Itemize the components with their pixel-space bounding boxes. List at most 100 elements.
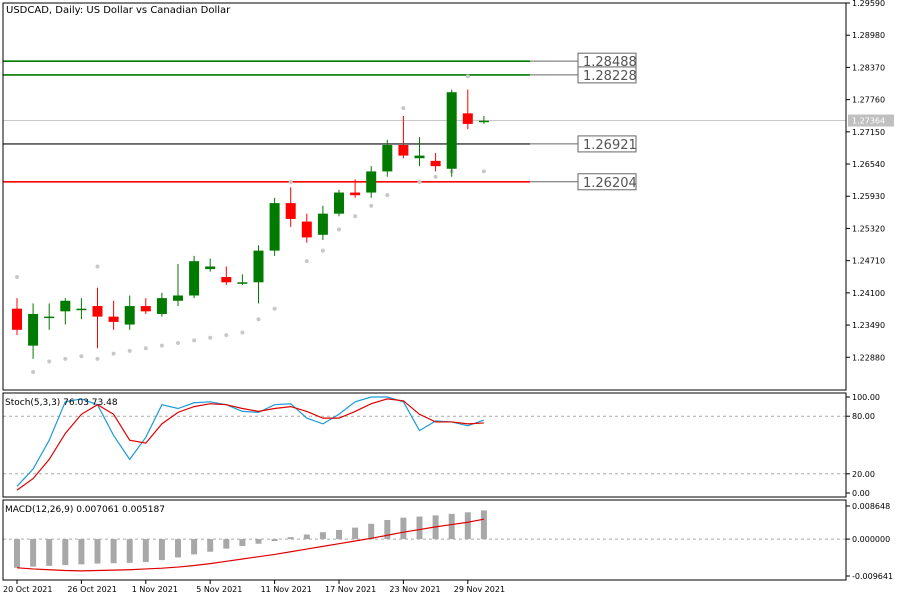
candle-body (28, 313, 39, 346)
price-tick-label: 1.28370 (852, 63, 885, 72)
x-tick-label: 17 Nov 2021 (325, 585, 376, 594)
macd-tick-label: 0.008648 (852, 502, 890, 511)
level-label-1: 1.28228 (583, 69, 637, 84)
price-tick-label: 1.25320 (852, 224, 885, 233)
stoch-main-line (16, 396, 485, 487)
macd-bar (319, 532, 326, 540)
x-tick-label: 29 Nov 2021 (454, 585, 505, 594)
level-box-3 (577, 173, 637, 191)
candle (12, 298, 22, 336)
psar-dot (256, 317, 261, 322)
psar-dot (127, 348, 132, 353)
candle (237, 274, 248, 285)
macd-tick-label: 0.000000 (852, 535, 890, 544)
candle (398, 115, 409, 159)
candle-body (398, 145, 409, 156)
candle-body (478, 120, 489, 123)
macd-bar (30, 539, 37, 567)
candle-body (382, 145, 393, 172)
candle-body (285, 203, 296, 219)
candle-body (237, 282, 248, 284)
candle-body (44, 316, 55, 319)
candle-body (12, 308, 22, 330)
candle-body (253, 250, 264, 283)
macd-bar (223, 539, 230, 549)
psar-dot (111, 351, 116, 356)
psar-dot (320, 248, 325, 253)
candle (414, 137, 425, 167)
macd-bar (62, 539, 69, 566)
psar-dot (15, 275, 19, 280)
macd-bar (239, 539, 246, 546)
candle-body (430, 160, 441, 167)
macd-pane[interactable] (3, 510, 846, 572)
stochastic-frame (2, 392, 847, 498)
candle-body (446, 92, 457, 169)
x-tick-label: 5 Nov 2021 (196, 585, 242, 594)
macd-bar (416, 516, 423, 540)
candle (317, 205, 328, 241)
stochastic-label: Stoch(5,3,3) 76.03 73.48 (5, 398, 118, 408)
psar-dot (31, 370, 36, 375)
candle (301, 213, 312, 243)
x-tick-label: 20 Oct 2021 (3, 585, 52, 594)
candle (285, 187, 296, 227)
current-price-badge (848, 114, 894, 127)
candle (140, 298, 151, 314)
candle (189, 255, 200, 299)
stoch-tick-label: 0.00 (852, 489, 870, 498)
psar-dot (481, 169, 486, 174)
x-tick-label: 23 Nov 2021 (389, 585, 440, 594)
candle (60, 298, 71, 325)
candle-body (108, 316, 119, 322)
macd-bar (158, 539, 165, 561)
candle (173, 263, 183, 307)
macd-bar (175, 539, 181, 558)
psar-dot (224, 333, 229, 338)
candle (430, 152, 441, 172)
macd-bar (400, 517, 407, 540)
psar-dot (176, 341, 180, 346)
macd-bar (448, 513, 455, 540)
level-box-2 (577, 135, 637, 153)
candle-body (301, 221, 312, 238)
price-tick-label: 1.24100 (852, 289, 885, 298)
macd-signal-line (16, 518, 485, 572)
candle (124, 295, 135, 330)
macd-bar (271, 539, 278, 542)
psar-dot (95, 356, 100, 361)
candle-body (317, 213, 328, 235)
price-tick-label: 1.22880 (852, 353, 885, 362)
candle (382, 139, 393, 177)
macd-label: MACD(12,26,9) 0.007061 0.005187 (5, 505, 165, 515)
candle-body (366, 171, 377, 193)
psar-dot (417, 179, 422, 184)
psar-dot (143, 346, 148, 351)
candle-body (205, 266, 216, 270)
stochastic-pane[interactable] (3, 396, 846, 491)
macd-bar (464, 512, 471, 540)
psar-dot (353, 214, 358, 219)
x-tick-label: 1 Nov 2021 (132, 585, 178, 594)
macd-bar (207, 539, 214, 552)
candle (446, 89, 457, 177)
psar-dot (47, 359, 52, 364)
chart-title: USDCAD, Daily: US Dollar vs Canadian Dol… (6, 5, 231, 16)
psar-dot (208, 335, 213, 340)
candle-body (350, 192, 361, 196)
candle-body (76, 308, 87, 311)
macd-bar (384, 519, 391, 540)
candle-body (221, 277, 232, 283)
macd-frame (2, 499, 847, 581)
level-label-3: 1.26204 (583, 176, 637, 191)
stoch-tick-label: 80.00 (852, 412, 875, 421)
candle (92, 287, 103, 349)
stoch-tick-label: 100.00 (852, 393, 880, 402)
candle-body (156, 298, 167, 314)
macd-bar (110, 539, 117, 564)
candle (269, 197, 280, 256)
candle-body (414, 155, 425, 159)
psar-dot (465, 74, 470, 79)
